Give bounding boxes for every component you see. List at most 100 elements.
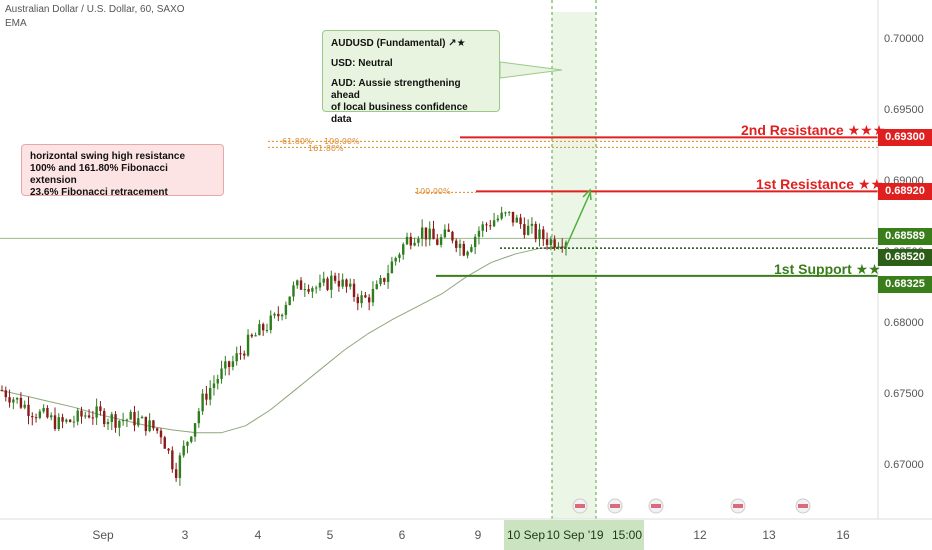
- candle-body: [504, 212, 507, 214]
- candle-body: [364, 295, 367, 298]
- fib-label-61-8: 61.80%: [282, 137, 313, 146]
- candle-body: [383, 278, 386, 282]
- candle-body: [409, 236, 413, 246]
- candle-body: [405, 236, 409, 245]
- candle-body: [193, 423, 197, 437]
- event-flag-stripe: [798, 504, 808, 508]
- candle-body: [523, 224, 526, 235]
- candle-body: [246, 334, 250, 356]
- candle-body: [413, 242, 416, 246]
- candle-body: [68, 419, 72, 423]
- support-1-label: 1st Support ★★: [774, 260, 881, 277]
- price-tag-current: 0.68589: [878, 228, 932, 246]
- candle-body: [65, 419, 68, 422]
- event-flag-stripe: [575, 504, 585, 508]
- candle-body: [19, 397, 23, 408]
- fib-note: horizontal swing high resistance 100% an…: [21, 144, 224, 198]
- candle-body: [250, 334, 254, 337]
- fib-note-1: horizontal swing high resistance: [30, 151, 186, 162]
- candle-body: [485, 224, 488, 226]
- candle-body: [159, 430, 163, 438]
- candle-body: [148, 420, 151, 432]
- candle-body: [72, 421, 76, 423]
- candle-body: [12, 399, 15, 403]
- x-tick-label: 3: [182, 528, 189, 542]
- candle-body: [375, 284, 378, 289]
- forecast-arrow: [565, 188, 592, 248]
- candle-body: [500, 212, 503, 219]
- candle-body: [178, 455, 182, 478]
- candle-body: [4, 390, 7, 398]
- candle-body: [186, 441, 189, 446]
- candle-body: [447, 229, 450, 232]
- candle-body: [197, 411, 201, 424]
- candle-body: [261, 324, 265, 331]
- candle-body: [458, 243, 462, 248]
- candle-body: [398, 254, 401, 258]
- y-tick-label: 0.67500: [884, 388, 924, 400]
- candle-body: [477, 230, 481, 237]
- candle-body: [110, 414, 113, 422]
- candle-body: [114, 414, 117, 428]
- x-tick-label: 9: [475, 528, 482, 542]
- x-tick-label: 10 Sep: [507, 528, 545, 542]
- candle-body: [140, 416, 144, 419]
- candle-body: [239, 353, 242, 355]
- time-axis-highlight: [504, 520, 644, 550]
- candle-body: [545, 239, 549, 245]
- candle-body: [106, 421, 110, 425]
- callout-aud-1: AUD: Aussie strengthening ahead: [331, 78, 461, 101]
- candle-body: [371, 288, 375, 303]
- candle-body: [182, 445, 185, 456]
- candle-body: [163, 437, 166, 449]
- candle-body: [455, 240, 458, 248]
- candle-body: [84, 415, 87, 417]
- candle-body: [243, 353, 246, 356]
- candle-body: [125, 419, 129, 421]
- fib-note-3: 23.6% Fibonacci retracement: [30, 187, 168, 198]
- y-tick-label: 0.69500: [884, 104, 924, 116]
- candle-body: [481, 224, 484, 231]
- candle-body: [42, 408, 45, 412]
- x-tick-label: 5: [327, 528, 334, 542]
- fib-label-100-ext: 100.00%: [415, 187, 451, 196]
- candle-body: [167, 448, 170, 451]
- callout-title: AUDUSD (Fundamental) ↗★: [331, 38, 466, 49]
- fundamental-callout: AUDUSD (Fundamental) ↗★ USD: Neutral AUD…: [322, 30, 500, 125]
- price-tag-resistance-2: 0.69300: [878, 129, 932, 147]
- candle-body: [8, 397, 11, 403]
- candle-body: [402, 244, 405, 255]
- candle-body: [473, 236, 477, 248]
- indicator-label: EMA: [5, 18, 27, 29]
- candle-body: [227, 361, 231, 367]
- candle-body: [462, 243, 465, 256]
- candle-body: [208, 387, 212, 400]
- candle-body: [38, 411, 42, 418]
- ema-line: [0, 246, 566, 434]
- x-tick-label: 13: [762, 528, 776, 542]
- event-flag-stripe: [651, 504, 661, 508]
- candle-body: [99, 406, 102, 411]
- candle-body: [439, 237, 443, 245]
- candle-body: [258, 324, 261, 336]
- candle-body: [224, 361, 227, 369]
- x-tick-label: 12: [693, 528, 707, 542]
- candle-body: [273, 313, 276, 316]
- candle-body: [303, 289, 307, 291]
- candle-body: [508, 211, 511, 213]
- candle-body: [201, 393, 204, 412]
- candle-body: [326, 278, 329, 290]
- candle-body: [288, 296, 291, 305]
- price-tag-dotted: 0.68520: [878, 249, 932, 267]
- candle-body: [333, 275, 337, 281]
- candle-body: [284, 304, 288, 315]
- candle-body: [322, 278, 325, 283]
- candle-body: [205, 393, 208, 400]
- candle-body: [466, 251, 469, 256]
- candle-body: [549, 239, 553, 245]
- candle-body: [103, 410, 106, 425]
- y-tick-label: 0.67000: [884, 459, 924, 471]
- x-tick-label: Sep: [92, 528, 114, 542]
- candle-body: [50, 415, 53, 418]
- candle-body: [496, 218, 500, 221]
